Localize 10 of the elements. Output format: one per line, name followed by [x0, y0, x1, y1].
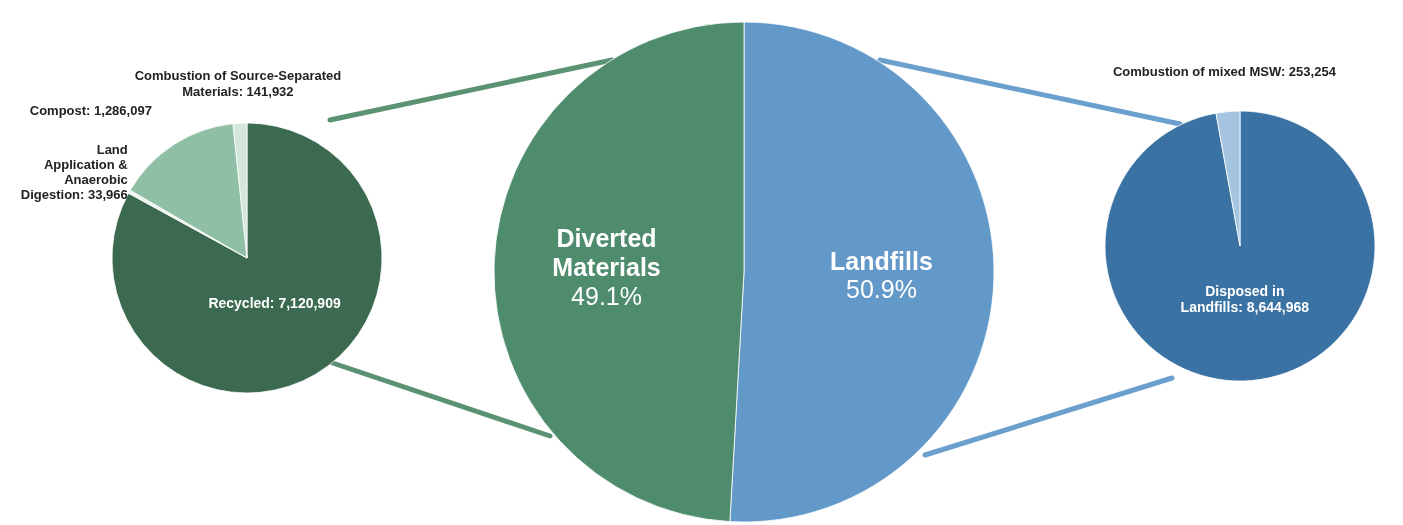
data-label: 50.9%: [846, 275, 917, 304]
slice-label: Land Application & Anaerobic Digestion: 33,966: [20, 141, 128, 202]
slice-label: Combustion of Source-Separated Materials: 141,932: [134, 67, 342, 99]
slice-label: Diverted Materials: [552, 224, 661, 282]
slice-label: Combustion of mixed MSW: 253,254: [1112, 63, 1337, 79]
slice-label: Disposed in Landfills: 8,644,968: [1180, 282, 1310, 315]
slice-label: Landfills: [830, 246, 933, 275]
slice-label: Recycled: 7,120,909: [208, 295, 341, 312]
slice-label: Compost: 1,286,097: [29, 103, 152, 119]
data-label: 49.1%: [571, 281, 642, 310]
